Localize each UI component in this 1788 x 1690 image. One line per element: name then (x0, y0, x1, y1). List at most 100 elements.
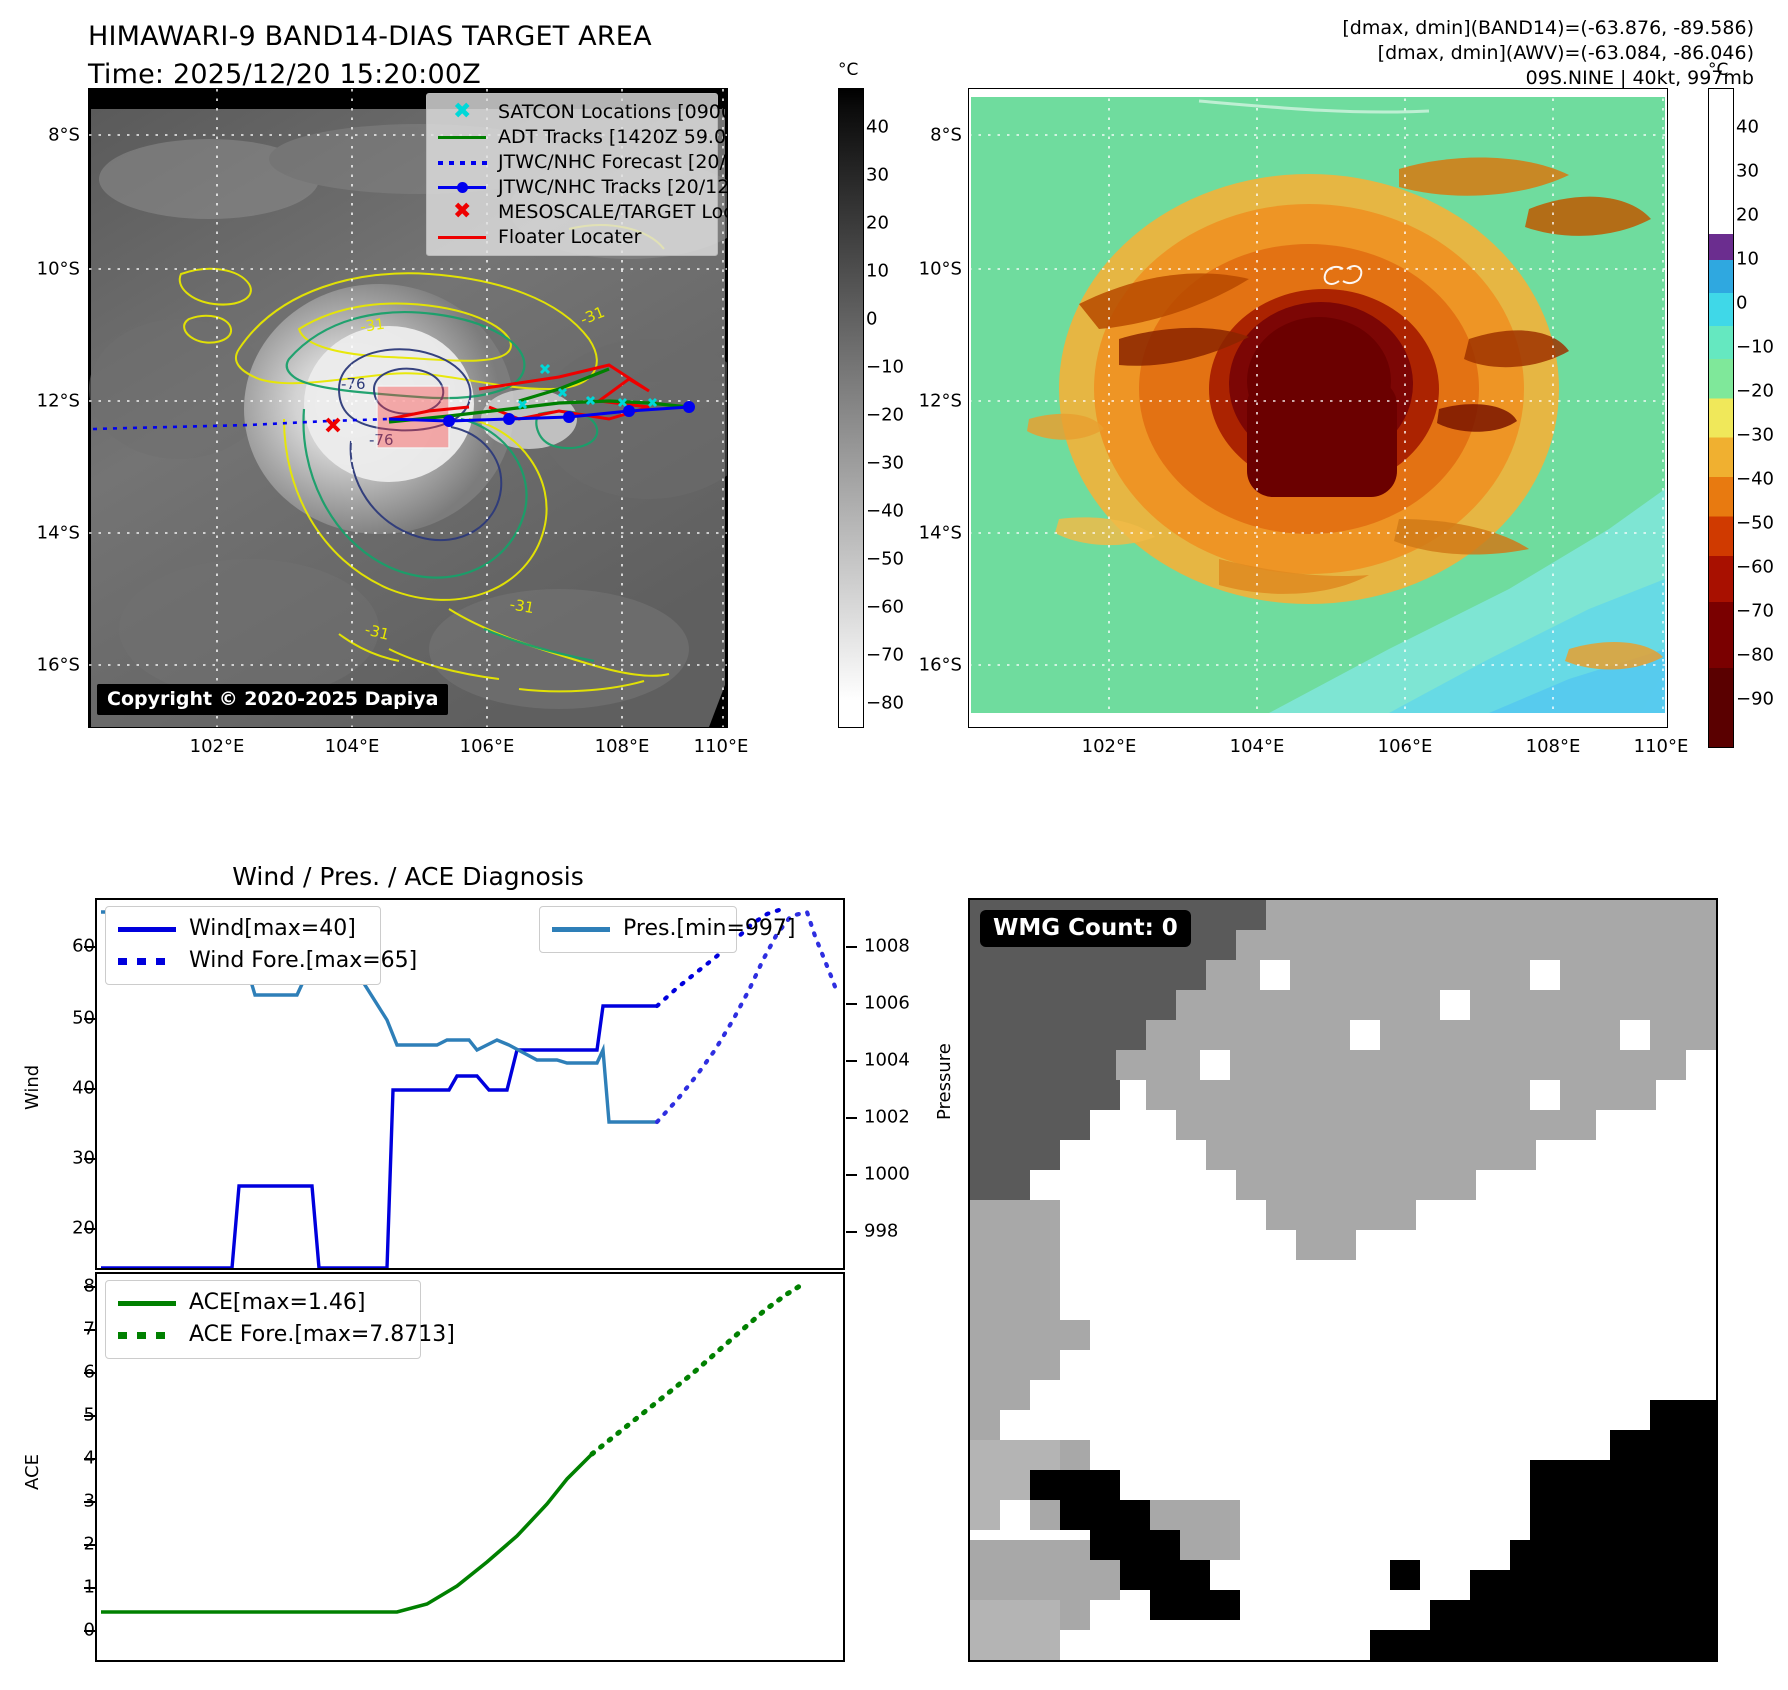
y2-tick: 1006 (864, 992, 910, 1014)
lon-tick: 102°E (1081, 736, 1137, 757)
lat-tick: 16°S (36, 654, 80, 676)
y2-tick: 1002 (864, 1106, 910, 1128)
colorbar-tick: 0 (1736, 292, 1748, 314)
lon-tick: 110°E (693, 736, 749, 757)
ace-forecast-dotted-icon (116, 1327, 178, 1343)
right-map-canvas (969, 89, 1667, 727)
legend-item: ✖ SATCON Locations [0900Z 44 993] (436, 98, 727, 124)
colorbar-gradient (1708, 88, 1734, 748)
left-map-lon-axis: 102°E 104°E 106°E 108°E 110°E (88, 736, 749, 764)
lon-tick: 110°E (1633, 736, 1689, 757)
lat-tick: 8°S (930, 124, 962, 146)
colorbar-unit: °C (838, 60, 859, 80)
title-time: Time: 2025/12/20 15:20:00Z (88, 59, 481, 90)
lat-tick: 10°S (36, 258, 80, 280)
colorbar-tick: −50 (866, 548, 904, 570)
legend-item: Pres.[min=997] (550, 913, 796, 945)
lat-tick: 14°S (36, 522, 80, 544)
colorbar-tick: −10 (866, 356, 904, 378)
lon-tick: 102°E (189, 736, 245, 757)
right-map-lat-axis: 8°S 10°S 12°S 14°S 16°S (888, 88, 962, 728)
right-map-lon-axis: 102°E 104°E 106°E 108°E 110°E (968, 736, 1689, 764)
wind-forecast-dotted-icon (116, 953, 178, 969)
legend-label: Wind Fore.[max=65] (189, 948, 418, 973)
lon-tick: 104°E (324, 736, 380, 757)
legend-item: JTWC/NHC Tracks [20/1200Z] (436, 174, 727, 199)
satcon-x-icon: ✖ (453, 98, 472, 124)
legend-label: SATCON Locations [0900Z 44 993] (498, 100, 727, 123)
header-stats: [dmax, dmin](BAND14)=(-63.876, -89.586) … (1342, 16, 1754, 91)
y-tick: 50 (72, 1007, 95, 1029)
track-line-dot-icon (436, 177, 488, 197)
diagnosis-title: Wind / Pres. / ACE Diagnosis (232, 862, 584, 891)
wind-pressure-chart[interactable]: Wind[max=40] Wind Fore.[max=65] Pres.[mi… (95, 898, 845, 1270)
legend-item: Floater Locater (436, 224, 708, 249)
mesoscale-x-icon: ✖ (453, 198, 472, 224)
wind-line-icon (116, 921, 178, 937)
svg-text:-31: -31 (363, 620, 391, 643)
ace-chart[interactable]: ACE[max=1.46] ACE Fore.[max=7.8713] (95, 1272, 845, 1662)
colorbar-gradient (838, 88, 864, 728)
legend-label: ADT Tracks [1420Z 59.0 990.4] (498, 125, 727, 148)
legend-label: Pres.[min=997] (623, 916, 796, 941)
ace-plot (101, 1281, 806, 1614)
colorbar-tick: −80 (866, 692, 904, 714)
left-satellite-map[interactable]: -31 -31 -76 -76 -31 -31 (88, 88, 728, 728)
ace-y-axis: 8 7 6 5 4 3 2 1 0 (20, 1272, 95, 1662)
y-tick: 40 (72, 1077, 95, 1099)
lat-tick: 14°S (918, 522, 962, 544)
legend-label: ACE[max=1.46] (189, 1290, 366, 1315)
wind-pressure-plot (101, 905, 840, 1268)
colorbar-tick: −40 (866, 500, 904, 522)
legend-label: Wind[max=40] (189, 916, 356, 941)
header-dmax-band14: [dmax, dmin](BAND14)=(-63.876, -89.586) (1342, 17, 1754, 39)
colorbar-tick: 20 (866, 212, 889, 234)
colorbar-tick: −30 (866, 452, 904, 474)
colorbar-tick: 40 (1736, 116, 1759, 138)
right-satellite-map[interactable] (968, 88, 1668, 728)
lat-tick: 16°S (918, 654, 962, 676)
colorbar-tick: −60 (1736, 556, 1774, 578)
legend-item: ACE[max=1.46] (116, 1287, 408, 1319)
colorbar-tick: 40 (866, 116, 889, 138)
forecast-dotted-icon (436, 152, 488, 172)
wind-y-axis: 60 50 40 30 20 (20, 898, 95, 1270)
map-legend: ✖ SATCON Locations [0900Z 44 993] ADT Tr… (426, 93, 727, 256)
colorbar-tick: −70 (866, 644, 904, 666)
right-colorbar: °C 40 30 20 10 0 −10 −20 −30 −40 −50 −60… (1708, 60, 1788, 750)
lat-tick: 12°S (36, 390, 80, 412)
y-tick: 60 (72, 935, 95, 957)
wmg-map-panel[interactable]: WMG Count: 0 (968, 898, 1718, 1662)
colorbar-tick: 10 (1736, 248, 1759, 270)
left-colorbar: °C 40 30 20 10 0 −10 −20 −30 −40 −50 −60… (838, 60, 928, 740)
page-title: HIMAWARI-9 BAND14-DIAS TARGET AREA Time:… (88, 18, 848, 94)
wmg-count-badge: WMG Count: 0 (980, 910, 1191, 947)
lat-tick: 8°S (48, 124, 80, 146)
lat-tick: 10°S (918, 258, 962, 280)
title-main: HIMAWARI-9 BAND14-DIAS TARGET AREA (88, 21, 652, 52)
svg-text:-76: -76 (341, 375, 366, 393)
legend-label: Floater Locater (498, 225, 642, 248)
pressure-legend: Pres.[min=997] (539, 906, 796, 953)
colorbar-tick: −80 (1736, 644, 1774, 666)
colorbar-unit: °C (1708, 60, 1729, 80)
colorbar-tick: −20 (1736, 380, 1774, 402)
colorbar-tick: −10 (1736, 336, 1774, 358)
legend-label: JTWC/NHC Tracks [20/1200Z] (498, 175, 727, 198)
header-dmax-awv: [dmax, dmin](AWV)=(-63.084, -86.046) (1377, 42, 1754, 64)
y-tick: 20 (72, 1217, 95, 1239)
pressure-line-icon (550, 921, 612, 937)
legend-item: ACE Fore.[max=7.8713] (116, 1319, 455, 1351)
ace-axis-label: ACE (22, 1454, 43, 1490)
lat-tick: 12°S (918, 390, 962, 412)
colorbar-tick: −20 (866, 404, 904, 426)
ace-line-icon (116, 1295, 178, 1311)
header-storm-summary: 09S.NINE | 40kt, 997mb (1525, 67, 1754, 89)
lon-tick: 106°E (1377, 736, 1433, 757)
y2-tick: 1004 (864, 1049, 910, 1071)
legend-item: JTWC/NHC Forecast [20/1200Z] (436, 149, 727, 174)
y-tick: 30 (72, 1147, 95, 1169)
legend-item: Wind Fore.[max=65] (116, 945, 417, 977)
wind-legend: Wind[max=40] Wind Fore.[max=65] (105, 906, 417, 985)
